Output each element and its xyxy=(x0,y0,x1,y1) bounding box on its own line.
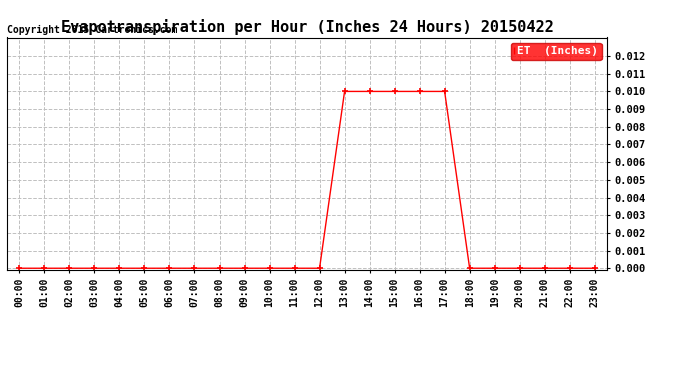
Legend: ET  (Inches): ET (Inches) xyxy=(511,43,602,60)
Text: Copyright 2015 Cartronics.com: Copyright 2015 Cartronics.com xyxy=(7,25,177,35)
Title: Evapotranspiration per Hour (Inches 24 Hours) 20150422: Evapotranspiration per Hour (Inches 24 H… xyxy=(61,19,553,35)
